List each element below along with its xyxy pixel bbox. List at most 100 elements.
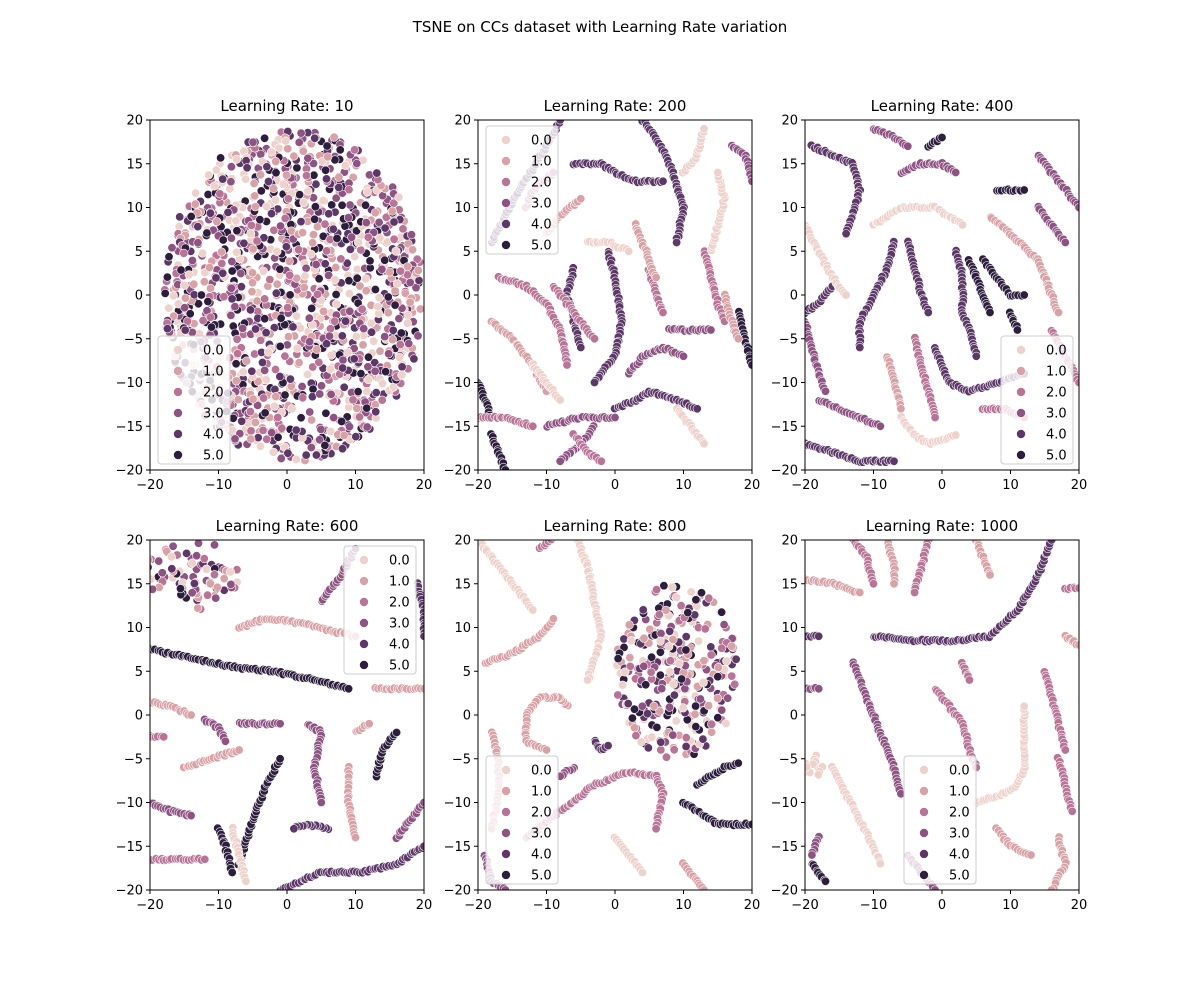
y-tick-label: −15 xyxy=(771,840,798,855)
scatter-point xyxy=(626,636,636,646)
scatter-point xyxy=(226,233,236,243)
scatter-point xyxy=(656,737,666,747)
scatter-point xyxy=(150,555,153,565)
legend-marker xyxy=(919,786,929,796)
legend-marker xyxy=(501,198,511,208)
scatter-point xyxy=(1019,185,1029,195)
scatter-point xyxy=(223,207,233,217)
legend-label: 3.0 xyxy=(531,827,552,842)
scatter-point xyxy=(206,312,216,322)
legend-label: 4.0 xyxy=(531,848,552,863)
legend-label: 0.0 xyxy=(389,554,410,569)
scatter-point xyxy=(322,141,332,151)
x-tick-label: −10 xyxy=(205,898,232,913)
scatter-point xyxy=(209,181,219,191)
scatter-point xyxy=(187,588,197,598)
scatter-point xyxy=(647,732,657,742)
scatter-point xyxy=(381,212,391,222)
scatter-point xyxy=(271,288,281,298)
legend-marker xyxy=(359,576,369,586)
legend-marker xyxy=(501,135,511,145)
scatter-point xyxy=(1074,378,1079,387)
scatter-point xyxy=(180,325,190,335)
scatter-point xyxy=(283,144,293,154)
scatter-point xyxy=(377,264,387,274)
scatter-point xyxy=(723,693,733,703)
scatter-point xyxy=(1012,325,1022,335)
x-tick-label: 20 xyxy=(1071,898,1088,913)
scatter-point xyxy=(360,200,370,210)
scatter-point xyxy=(413,331,423,341)
legend-marker xyxy=(919,870,929,880)
scatter-point xyxy=(303,153,313,163)
scatter-point xyxy=(631,731,641,741)
legend-label: 5.0 xyxy=(949,869,970,884)
legend-label: 3.0 xyxy=(203,407,224,422)
scatter-point xyxy=(284,256,294,266)
legend-label: 1.0 xyxy=(531,785,552,800)
x-tick-label: 0 xyxy=(938,478,946,493)
y-tick-label: 20 xyxy=(126,114,143,129)
y-tick-label: −20 xyxy=(444,884,471,899)
legend-label: 4.0 xyxy=(531,218,552,233)
scatter-point xyxy=(329,413,339,423)
legend-marker xyxy=(919,849,929,859)
scatter-point xyxy=(889,456,899,466)
scatter-point xyxy=(699,439,709,449)
legend-label: 2.0 xyxy=(531,176,552,191)
scatter-point xyxy=(269,184,279,194)
legend-label: 4.0 xyxy=(389,638,410,653)
scatter-point xyxy=(193,238,203,248)
scatter-point xyxy=(362,187,372,197)
scatter-point xyxy=(923,307,933,317)
scatter-point xyxy=(303,186,313,196)
y-tick-label: −15 xyxy=(444,420,471,435)
scatter-point xyxy=(311,259,321,269)
scatter-point xyxy=(323,152,333,162)
scatter-point xyxy=(388,325,398,335)
scatter-point xyxy=(371,407,381,417)
scatter-point xyxy=(315,435,325,445)
scatter-point xyxy=(332,299,342,309)
scatter-point xyxy=(166,552,176,562)
scatter-point xyxy=(314,274,324,284)
scatter-point xyxy=(299,197,309,207)
scatter-point xyxy=(263,347,273,357)
scatter-point xyxy=(324,270,334,280)
scatter-point xyxy=(370,208,380,218)
scatter-point xyxy=(404,339,414,349)
scatter-point xyxy=(248,394,258,404)
legend-label: 0.0 xyxy=(531,134,552,149)
scatter-point xyxy=(731,654,741,664)
scatter-point xyxy=(273,432,283,442)
scatter-point xyxy=(295,190,305,200)
scatter-point xyxy=(272,246,282,256)
scatter-point xyxy=(191,188,201,198)
scatter-point xyxy=(985,570,995,580)
scatter-point xyxy=(271,168,281,178)
scatter-point xyxy=(668,679,678,689)
scatter-point xyxy=(357,304,367,314)
scatter-point xyxy=(396,266,406,276)
scatter-point xyxy=(389,234,399,244)
scatter-point xyxy=(248,268,258,278)
legend-marker xyxy=(1016,366,1026,376)
scatter-point xyxy=(1019,701,1029,711)
scatter-point xyxy=(655,636,665,646)
scatter-point xyxy=(669,690,679,700)
scatter-point xyxy=(367,327,377,337)
scatter-point xyxy=(361,286,371,296)
scatter-point xyxy=(562,360,572,370)
scatter-point xyxy=(397,362,407,372)
scatter-point xyxy=(896,404,906,414)
scatter-point xyxy=(258,425,268,435)
scatter-point xyxy=(398,224,408,234)
scatter-point xyxy=(618,680,628,690)
scatter-point xyxy=(681,632,691,642)
x-tick-label: −10 xyxy=(205,478,232,493)
legend: 0.01.02.03.04.05.0 xyxy=(903,755,977,885)
scatter-point xyxy=(352,403,362,413)
scatter-point xyxy=(957,220,967,230)
scatter-point xyxy=(375,346,385,356)
scatter-point xyxy=(351,332,361,342)
